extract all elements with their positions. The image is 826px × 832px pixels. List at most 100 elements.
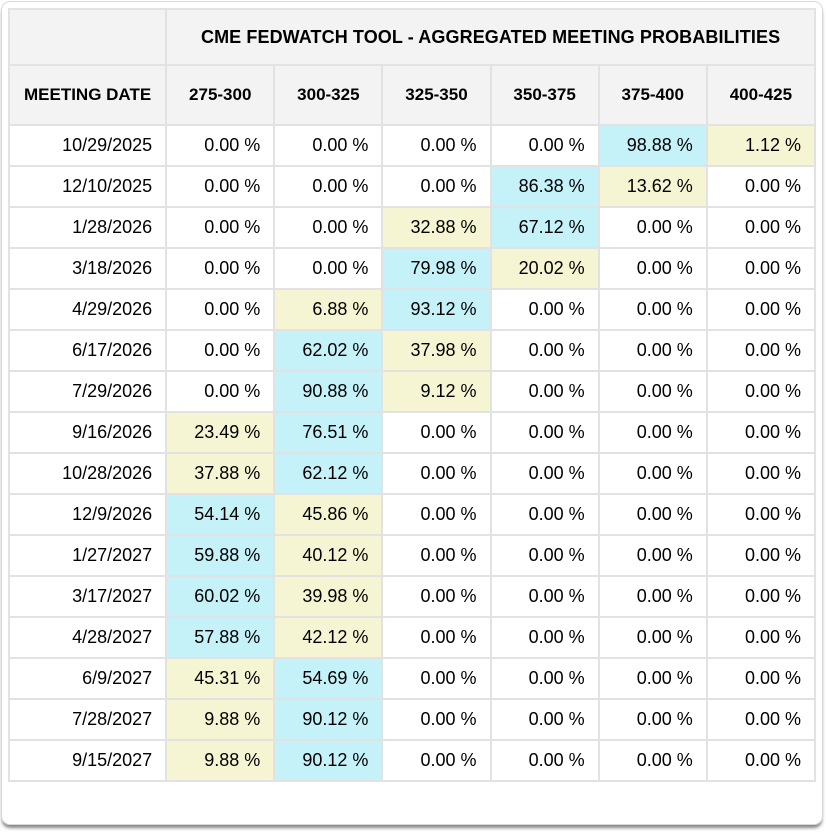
probability-cell: 0.00 % [597,329,708,372]
probability-cell: 0.00 % [273,124,384,167]
meeting-date-cell: 10/28/2026 [7,452,168,495]
probability-cell: 1.12 % [705,124,817,167]
probability-cell: 0.00 % [705,452,817,495]
probability-cell: 79.98 % [381,247,492,290]
probability-cell: 0.00 % [705,575,817,618]
probability-cell: 45.86 % [273,493,384,536]
table-row: 3/17/2027 60.02 % 39.98 % 0.00 % 0.00 % 0.00 … [7,575,817,618]
probability-cell: 0.00 % [705,288,817,331]
probability-cell: 0.00 % [273,165,384,208]
table-row: 12/9/2026 54.14 % 45.86 % 0.00 % 0.00 % 0.00 … [7,493,817,536]
probability-cell: 45.31 % [165,657,276,700]
probability-cell: 0.00 % [489,739,600,782]
probability-cell: 0.00 % [705,739,817,782]
meeting-date-cell: 3/17/2027 [7,575,168,618]
probability-cell: 0.00 % [381,452,492,495]
table-row: 12/10/2025 0.00 % 0.00 % 0.00 % 86.38 % 13.62… [7,165,817,208]
meeting-date-cell: 12/9/2026 [7,493,168,536]
probability-cell: 93.12 % [381,288,492,331]
probability-cell: 0.00 % [489,411,600,454]
header-row: MEETING DATE 275-300 300-325 325-350 350-37… [7,64,817,126]
table-row: 7/28/2027 9.88 % 90.12 % 0.00 % 0.00 % 0.00 %… [7,698,817,741]
table-title: CME FEDWATCH TOOL - AGGREGATED MEETING P… [165,8,816,66]
probability-cell: 0.00 % [597,247,708,290]
meeting-date-cell: 6/17/2026 [7,329,168,372]
probability-cell: 0.00 % [489,124,600,167]
probability-cell: 0.00 % [705,247,817,290]
meeting-date-cell: 7/29/2026 [7,370,168,413]
probability-cell: 0.00 % [165,165,276,208]
probability-cell: 0.00 % [597,616,708,659]
meeting-date-cell: 3/18/2026 [7,247,168,290]
probability-cell: 32.88 % [381,206,492,249]
probability-cell: 0.00 % [489,288,600,331]
probability-cell: 23.49 % [165,411,276,454]
probability-cell: 0.00 % [705,165,817,208]
probability-cell: 40.12 % [273,534,384,577]
probability-cell: 37.88 % [165,452,276,495]
probability-cell: 0.00 % [705,616,817,659]
table-row: 10/29/2025 0.00 % 0.00 % 0.00 % 0.00 % 98.88 … [7,124,817,167]
probability-cell: 0.00 % [597,206,708,249]
table-row: 3/18/2026 0.00 % 0.00 % 79.98 % 20.02 % 0.00 … [7,247,817,290]
probability-cell: 0.00 % [381,411,492,454]
probability-cell: 67.12 % [489,206,600,249]
probability-cell: 6.88 % [273,288,384,331]
probability-cell: 54.69 % [273,657,384,700]
table-row: 4/29/2026 0.00 % 6.88 % 93.12 % 0.00 % 0.00 %… [7,288,817,331]
table-row: 1/28/2026 0.00 % 0.00 % 32.88 % 67.12 % 0.00 … [7,206,817,249]
probability-cell: 62.02 % [273,329,384,372]
probability-cell: 60.02 % [165,575,276,618]
probability-cell: 39.98 % [273,575,384,618]
probability-cell: 0.00 % [597,288,708,331]
probability-cell: 0.00 % [705,534,817,577]
probability-cell: 0.00 % [165,288,276,331]
meeting-date-cell: 7/28/2027 [7,698,168,741]
probability-cell: 0.00 % [489,493,600,536]
table-row: 10/28/2026 37.88 % 62.12 % 0.00 % 0.00 % 0.00… [7,452,817,495]
probability-cell: 54.14 % [165,493,276,536]
probability-cell: 0.00 % [597,370,708,413]
probability-cell: 0.00 % [705,329,817,372]
probability-cell: 0.00 % [705,493,817,536]
rate-range-header-350-375: 350-375 [489,64,600,126]
probability-cell: 0.00 % [705,698,817,741]
probability-cell: 0.00 % [705,411,817,454]
probability-cell: 76.51 % [273,411,384,454]
probability-cell: 0.00 % [165,329,276,372]
meeting-date-cell: 9/16/2026 [7,411,168,454]
probability-cell: 0.00 % [381,616,492,659]
probability-cell: 59.88 % [165,534,276,577]
probability-cell: 86.38 % [489,165,600,208]
probability-cell: 57.88 % [165,616,276,659]
title-row: CME FEDWATCH TOOL - AGGREGATED MEETING P… [7,8,816,66]
meeting-date-cell: 9/15/2027 [7,739,168,782]
probability-cell: 0.00 % [489,370,600,413]
meeting-date-cell: 4/28/2027 [7,616,168,659]
probability-cell: 0.00 % [273,206,384,249]
meeting-date-cell: 4/29/2026 [7,288,168,331]
probability-cell: 0.00 % [705,657,817,700]
meeting-date-cell: 1/27/2027 [7,534,168,577]
probability-cell: 20.02 % [489,247,600,290]
probability-cell: 37.98 % [381,329,492,372]
probability-cell: 0.00 % [489,534,600,577]
rate-range-header-375-400: 375-400 [597,64,708,126]
probability-cell: 98.88 % [597,124,708,167]
probability-cell: 0.00 % [273,247,384,290]
probability-cell: 42.12 % [273,616,384,659]
probability-cell: 0.00 % [489,575,600,618]
meeting-date-header: MEETING DATE [7,64,168,126]
probability-cell: 0.00 % [489,452,600,495]
table-row: 6/9/2027 45.31 % 54.69 % 0.00 % 0.00 % 0.00 %… [7,657,817,700]
probability-cell: 13.62 % [597,165,708,208]
probability-cell: 90.12 % [273,698,384,741]
rate-range-header-400-425: 400-425 [705,64,817,126]
table-row: 9/15/2027 9.88 % 90.12 % 0.00 % 0.00 % 0.00 %… [7,739,817,782]
meeting-date-cell: 6/9/2027 [7,657,168,700]
probability-cell: 0.00 % [381,739,492,782]
probability-cell: 0.00 % [597,411,708,454]
probability-cell: 0.00 % [165,124,276,167]
probability-cell: 0.00 % [489,616,600,659]
